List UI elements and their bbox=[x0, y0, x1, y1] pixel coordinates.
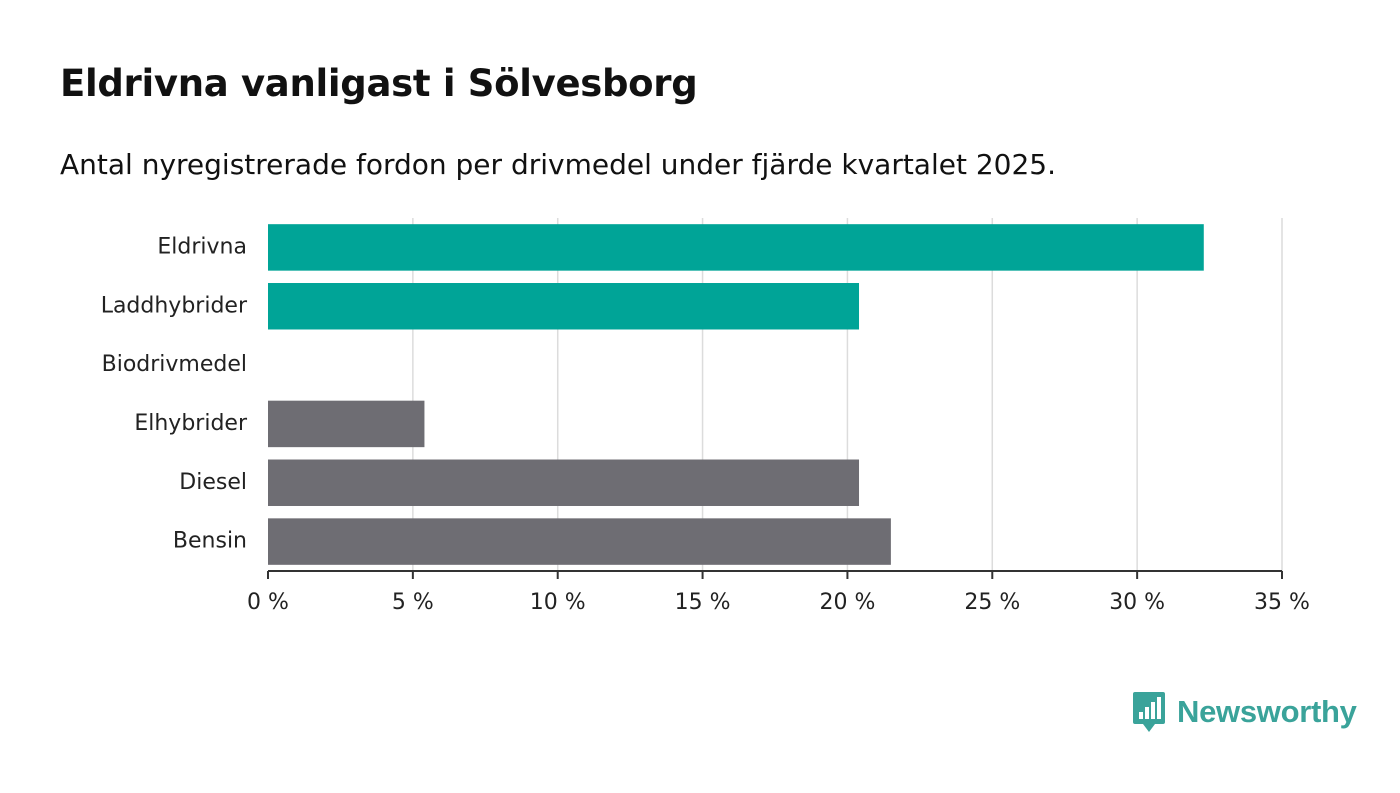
category-label: Biodrivmedel bbox=[102, 352, 247, 377]
x-tick-label: 35 % bbox=[1254, 590, 1310, 615]
chart-title: Eldrivna vanligast i Sölvesborg bbox=[60, 62, 698, 105]
x-tick-label: 15 % bbox=[675, 590, 731, 615]
bar-elhybrider bbox=[268, 400, 425, 448]
x-axis: 0 % 5 % 10 % 15 % 20 % 25 % 30 % 35 % bbox=[247, 570, 1310, 615]
x-tick-label: 10 % bbox=[530, 590, 586, 615]
newsworthy-logo-icon bbox=[1133, 692, 1165, 732]
gridlines bbox=[412, 218, 1283, 571]
category-label: Laddhybrider bbox=[101, 293, 248, 318]
x-tick-label: 0 % bbox=[247, 590, 289, 615]
x-tick-label: 25 % bbox=[964, 590, 1020, 615]
category-label: Elhybrider bbox=[134, 411, 248, 436]
category-label: Bensin bbox=[173, 529, 247, 554]
x-tick-label: 20 % bbox=[819, 590, 875, 615]
x-tick-label: 5 % bbox=[392, 590, 434, 615]
category-label: Eldrivna bbox=[157, 234, 247, 259]
newsworthy-logo-text: Newsworthy bbox=[1177, 694, 1357, 729]
bar-diesel bbox=[268, 459, 860, 506]
category-label: Diesel bbox=[179, 470, 247, 495]
category-labels: Eldrivna Laddhybrider Biodrivmedel Elhybrid… bbox=[101, 234, 248, 553]
x-tick-label: 30 % bbox=[1109, 590, 1165, 615]
bar-bensin bbox=[268, 518, 891, 565]
bar-eldrivna bbox=[268, 224, 1204, 271]
bars bbox=[268, 224, 1204, 565]
newsworthy-logo: Newsworthy bbox=[1131, 690, 1357, 734]
chart-subtitle: Antal nyregistrerade fordon per drivmede… bbox=[60, 148, 1057, 181]
bar-laddhybrider bbox=[268, 283, 860, 330]
